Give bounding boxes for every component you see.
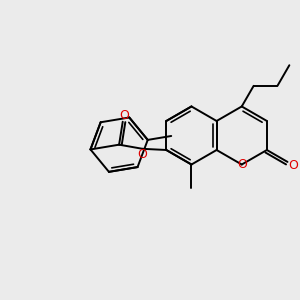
Text: O: O: [288, 159, 298, 172]
Text: O: O: [119, 109, 129, 122]
Text: O: O: [138, 148, 148, 160]
Text: O: O: [237, 158, 247, 171]
